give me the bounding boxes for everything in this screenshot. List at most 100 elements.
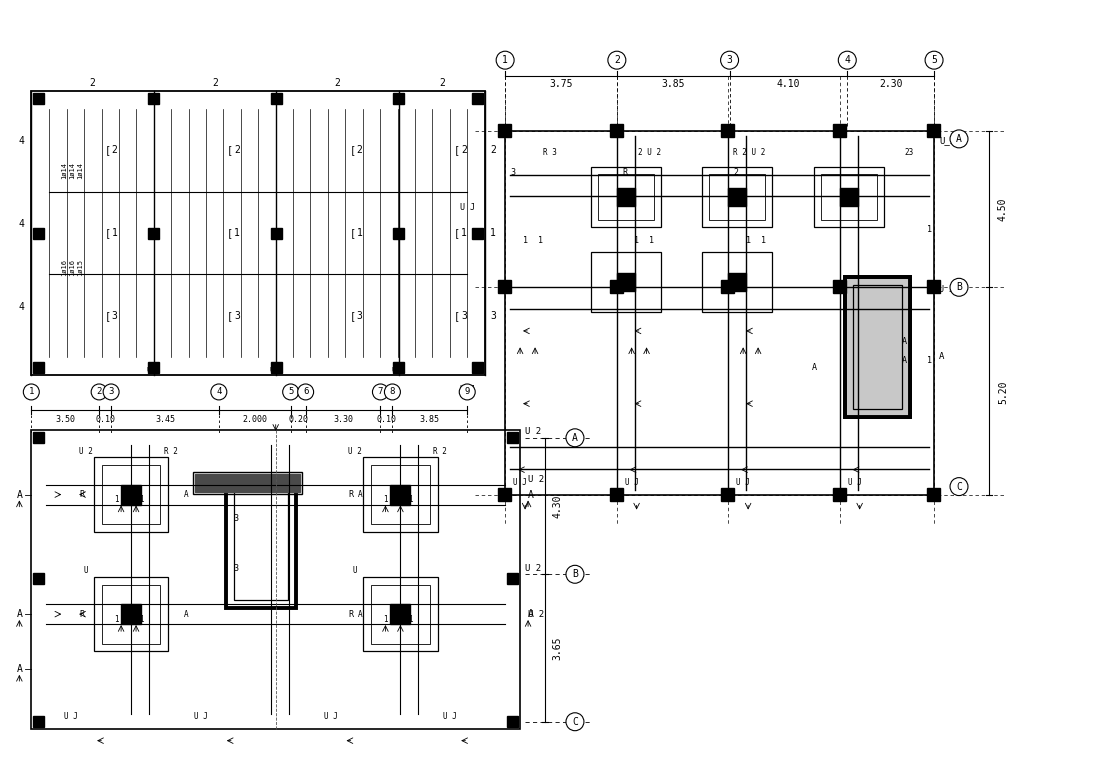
Bar <box>617 273 635 291</box>
Text: 1: 1 <box>650 235 654 245</box>
Text: L: L <box>400 367 404 373</box>
Text: 0.10: 0.10 <box>95 416 115 425</box>
Text: [: [ <box>105 310 111 321</box>
Circle shape <box>496 51 514 69</box>
Bar <box>226 478 296 608</box>
Text: 1ø16: 1ø16 <box>61 259 67 276</box>
Text: 1ø14: 1ø14 <box>61 162 67 179</box>
Text: 2: 2 <box>112 145 117 155</box>
Text: R: R <box>349 490 353 499</box>
Text: R: R <box>79 609 84 618</box>
Text: 1: 1 <box>139 615 143 624</box>
Text: 4: 4 <box>216 388 221 397</box>
Bar <box>721 488 735 500</box>
Bar <box>34 228 45 238</box>
Text: 3.45: 3.45 <box>155 416 176 425</box>
Bar <box>499 124 511 137</box>
Bar <box>845 277 910 417</box>
Circle shape <box>950 130 968 148</box>
Text: [: [ <box>350 310 356 321</box>
Bar <box>34 93 45 104</box>
Text: U J: U J <box>193 712 208 721</box>
Bar <box>195 474 301 491</box>
Bar <box>234 487 288 600</box>
Text: A: A <box>17 490 22 500</box>
Bar <box>814 167 883 227</box>
Text: U J: U J <box>323 712 338 721</box>
Text: R: R <box>622 168 627 177</box>
Bar <box>709 174 765 220</box>
Text: 5: 5 <box>931 55 937 65</box>
Text: 1: 1 <box>408 615 413 624</box>
Text: R 3: R 3 <box>543 148 557 157</box>
Bar <box>840 188 858 206</box>
Text: 2.30: 2.30 <box>879 79 902 89</box>
Text: 4: 4 <box>844 55 850 65</box>
Text: 4.50: 4.50 <box>998 198 1008 221</box>
Text: 6: 6 <box>303 388 309 397</box>
Bar <box>590 167 661 227</box>
Bar <box>508 431 518 443</box>
Bar <box>192 472 302 494</box>
Text: 2: 2 <box>96 388 102 397</box>
Text: 4.10: 4.10 <box>777 79 800 89</box>
Bar <box>508 716 518 727</box>
Text: A: A <box>528 490 534 500</box>
Text: U J: U J <box>64 712 78 721</box>
Text: 1: 1 <box>234 228 240 238</box>
Circle shape <box>283 384 299 400</box>
Text: A: A <box>528 609 534 619</box>
Text: 1: 1 <box>383 495 388 504</box>
Text: U 2: U 2 <box>528 475 544 484</box>
Bar <box>846 279 908 415</box>
Text: 7: 7 <box>378 388 383 397</box>
Bar <box>394 362 405 373</box>
Text: 1: 1 <box>502 55 508 65</box>
Text: U 2: U 2 <box>78 447 93 456</box>
Text: 3: 3 <box>461 310 467 321</box>
Text: U 2: U 2 <box>525 564 541 573</box>
Text: 3.65: 3.65 <box>552 636 562 660</box>
Bar <box>927 488 940 500</box>
Text: 2: 2 <box>212 78 218 88</box>
Text: U J: U J <box>737 478 750 487</box>
Bar <box>271 362 282 373</box>
Bar <box>102 466 161 524</box>
Bar <box>927 124 940 137</box>
Circle shape <box>459 384 475 400</box>
Text: 2: 2 <box>733 168 739 177</box>
Text: 4.30: 4.30 <box>552 494 562 518</box>
Bar <box>149 362 160 373</box>
Text: U: U <box>352 566 358 575</box>
Text: U 2: U 2 <box>525 427 541 436</box>
Text: U: U <box>146 367 151 373</box>
Circle shape <box>566 713 584 731</box>
Text: 3.75: 3.75 <box>549 79 572 89</box>
Bar <box>371 584 429 643</box>
Text: 1: 1 <box>538 235 542 245</box>
Circle shape <box>608 51 626 69</box>
Text: L: L <box>154 367 159 373</box>
Text: L: L <box>277 367 282 373</box>
Text: 8: 8 <box>390 388 395 397</box>
Text: B: B <box>956 282 961 292</box>
Bar <box>31 91 485 375</box>
Text: U: U <box>84 566 88 575</box>
Text: 2: 2 <box>334 78 341 88</box>
Bar <box>598 174 654 220</box>
Text: 1: 1 <box>408 495 413 504</box>
Bar <box>833 124 845 137</box>
Text: A: A <box>956 134 961 144</box>
Text: 1: 1 <box>139 495 143 504</box>
Bar <box>34 431 45 443</box>
Circle shape <box>23 384 39 400</box>
Text: 1: 1 <box>29 388 34 397</box>
Text: 3.85: 3.85 <box>420 416 439 425</box>
Text: R 2 U 2: R 2 U 2 <box>733 148 766 157</box>
Text: R 2: R 2 <box>433 447 447 456</box>
Text: A: A <box>183 609 188 618</box>
Bar <box>833 280 845 293</box>
Circle shape <box>385 384 400 400</box>
Text: R: R <box>79 490 84 499</box>
Text: U: U <box>269 367 274 373</box>
